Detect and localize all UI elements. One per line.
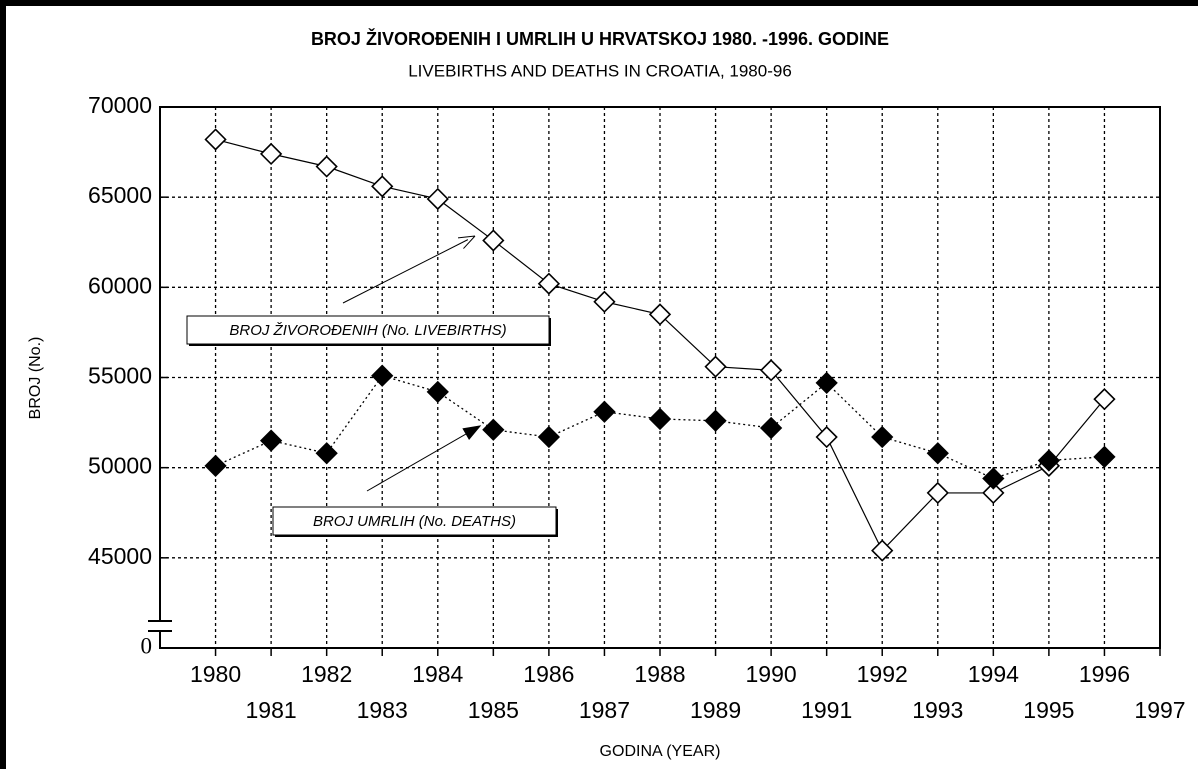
marker [1037, 449, 1061, 472]
arrow-head [457, 235, 476, 249]
marker [926, 442, 949, 465]
x-tick-label: 1988 [634, 661, 685, 687]
x-tick-label: 1982 [301, 661, 352, 687]
marker [815, 425, 838, 449]
x-tick-label: 1996 [1079, 661, 1130, 687]
x-tick-label: 1995 [1023, 697, 1074, 723]
arrow-shaft [366, 429, 474, 492]
marker [259, 429, 283, 452]
arrow-shaft [342, 239, 469, 304]
marker [1093, 388, 1116, 411]
marker [871, 425, 894, 449]
x-tick-label: 1994 [968, 661, 1019, 687]
y-tick-label: 55000 [88, 363, 152, 389]
x-tick-label: 1989 [690, 697, 741, 723]
x-axis-label: GODINA (YEAR) [600, 743, 721, 760]
y-tick-label: 0 [141, 633, 153, 658]
x-tick-label: 1992 [857, 661, 908, 687]
marker [371, 364, 394, 387]
x-tick-label: 1984 [412, 661, 463, 687]
marker [259, 142, 283, 166]
x-tick-label: 1980 [190, 661, 241, 687]
marker [482, 229, 505, 252]
chart-subtitle: LIVEBIRTHS AND DEATHS IN CROATIA, 1980-9… [408, 61, 792, 80]
legend-label: BROJ UMRLIH (No. DEATHS) [313, 513, 516, 530]
marker [926, 481, 949, 505]
marker [204, 128, 227, 151]
marker [426, 380, 449, 404]
y-axis-label: BROJ (No.) [27, 337, 44, 420]
legend-box [186, 315, 550, 345]
x-tick-label: 1990 [746, 661, 797, 687]
y-tick-label: 50000 [88, 453, 152, 479]
x-tick-label: 1983 [357, 697, 408, 723]
x-tick-label: 1986 [523, 661, 574, 687]
y-tick-label: 70000 [88, 92, 152, 118]
legend-label: BROJ ŽIVOROĐENIH (No. LIVEBIRTHS) [229, 322, 506, 339]
marker [315, 155, 338, 178]
marker [982, 467, 1005, 490]
marker [1093, 445, 1116, 468]
marker [204, 454, 227, 477]
marker [537, 425, 561, 449]
marker [648, 407, 672, 431]
x-tick-label: 1997 [1134, 697, 1185, 723]
arrow-head [462, 425, 482, 441]
legend-box [272, 506, 557, 536]
marker [759, 416, 783, 440]
marker [704, 409, 727, 432]
marker [704, 355, 727, 378]
plot-border [159, 106, 1161, 649]
y-tick-label: 65000 [88, 182, 152, 208]
x-tick-label: 1981 [246, 697, 297, 723]
x-tick-label: 1991 [801, 697, 852, 723]
marker [982, 481, 1005, 505]
marker [315, 442, 338, 465]
marker [482, 418, 505, 441]
x-tick-label: 1985 [468, 697, 519, 723]
marker [371, 175, 394, 198]
marker [648, 303, 672, 326]
y-tick-label: 45000 [88, 543, 152, 569]
marker [871, 539, 894, 562]
marker [426, 187, 449, 211]
y-tick-label: 60000 [88, 272, 152, 298]
marker [593, 400, 616, 423]
x-tick-label: 1987 [579, 697, 630, 723]
chart-title: BROJ ŽIVOROĐENIH I UMRLIH U HRVATSKOJ 19… [311, 28, 889, 49]
x-tick-label: 1993 [912, 697, 963, 723]
marker [593, 290, 616, 313]
axis-break-gap [150, 621, 170, 631]
marker [759, 359, 783, 382]
marker [815, 371, 838, 395]
marker [537, 272, 561, 295]
